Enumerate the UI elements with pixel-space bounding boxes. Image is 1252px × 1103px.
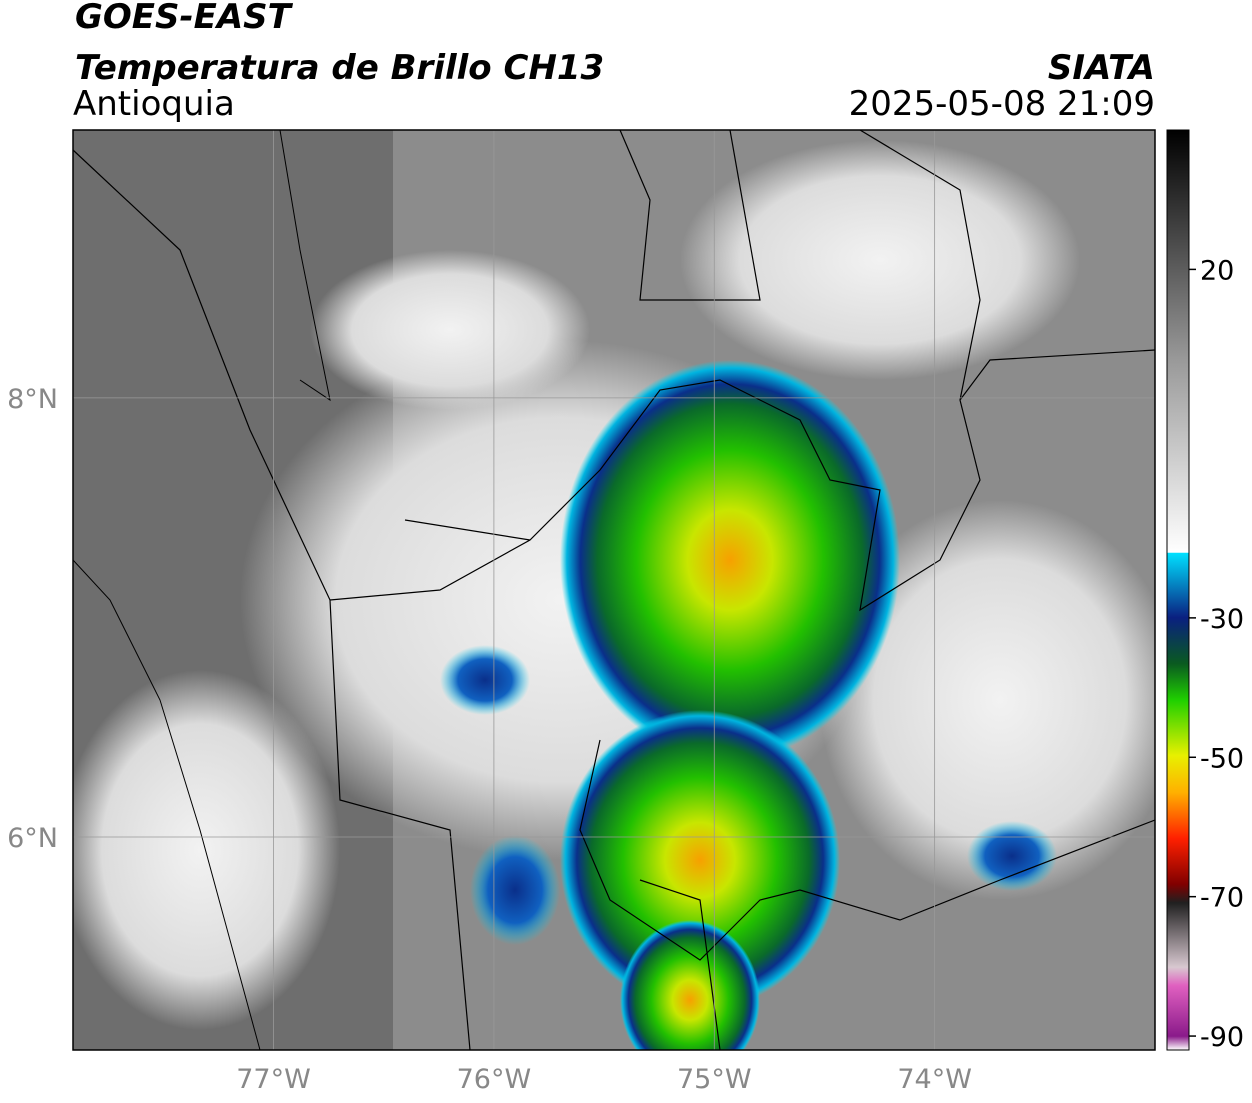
lat-label: 6°N: [7, 823, 58, 854]
colorbar-tick-label: -50: [1200, 743, 1244, 774]
boundaries: [73, 130, 1155, 1050]
lat-label: 8°N: [7, 384, 58, 415]
cloud-field: [73, 670, 340, 1030]
cloud-field: [310, 250, 590, 410]
datetime-label: 2025-05-08 21:09: [849, 84, 1155, 124]
colorbar-tick-label: -30: [1200, 604, 1244, 635]
storm-cell: [560, 710, 840, 1010]
colorbar-tick-label: 20: [1200, 255, 1234, 286]
colorbar-tick-label: -90: [1200, 1022, 1244, 1053]
storm-cell: [470, 835, 560, 945]
lon-label: 77°W: [236, 1064, 311, 1095]
product-title: Temperatura de Brillo CH13: [75, 48, 604, 88]
coastline: [73, 130, 331, 1050]
graticule: [73, 130, 1155, 1050]
map-frame: [72, 129, 1156, 1051]
map-axes: 77°W 76°W 75°W 74°W 8°N 6°N: [7, 384, 972, 1095]
lon-label: 74°W: [897, 1064, 972, 1095]
cloud-field: [820, 500, 1155, 900]
region-label: Antioquia: [73, 84, 235, 124]
storm-cell: [560, 360, 900, 760]
colorbar: [1166, 129, 1190, 1051]
satellite-title: GOES-EAST: [75, 0, 294, 37]
colorbar-axis: 20 -30 -50 -70 -90: [1189, 255, 1244, 1053]
agency-label: SIATA: [1048, 48, 1155, 88]
satellite-image: [73, 130, 1155, 1050]
cloud-field: [680, 140, 1080, 380]
lon-label: 75°W: [677, 1064, 752, 1095]
storm-cell: [620, 920, 760, 1050]
colorbar-tick-label: -70: [1200, 883, 1244, 914]
storm-cell: [967, 821, 1057, 891]
lon-label: 76°W: [457, 1064, 532, 1095]
storm-cell: [440, 645, 530, 715]
